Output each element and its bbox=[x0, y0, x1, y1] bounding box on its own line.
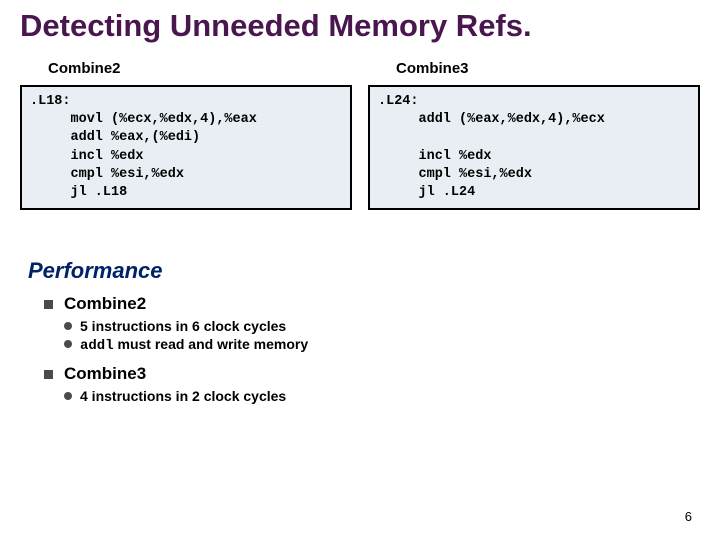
code-columns: Combine2 .L18: movl (%ecx,%edx,4),%eax a… bbox=[20, 60, 700, 210]
combine3-item-label: Combine3 bbox=[64, 364, 146, 383]
combine3-bullet-1: 4 instructions in 2 clock cycles bbox=[64, 388, 700, 404]
addl-inline-code: addl bbox=[80, 338, 114, 354]
combine2-bullet-2-rest: must read and write memory bbox=[114, 336, 309, 352]
combine3-sublist: 4 instructions in 2 clock cycles bbox=[64, 388, 700, 404]
combine2-sublist: 5 instructions in 6 clock cycles addl mu… bbox=[64, 318, 700, 354]
combine2-column: Combine2 .L18: movl (%ecx,%edx,4),%eax a… bbox=[20, 60, 352, 210]
combine3-item: Combine3 bbox=[44, 364, 700, 384]
page-number: 6 bbox=[685, 509, 692, 524]
combine2-item-label: Combine2 bbox=[64, 294, 146, 313]
combine2-bullet-2: addl must read and write memory bbox=[64, 336, 700, 354]
performance-heading: Performance bbox=[28, 258, 700, 284]
combine3-header: Combine3 bbox=[396, 60, 700, 77]
slide-title: Detecting Unneeded Memory Refs. bbox=[20, 8, 700, 44]
performance-list: Combine2 bbox=[44, 294, 700, 314]
combine3-column: Combine3 .L24: addl (%eax,%edx,4),%ecx i… bbox=[368, 60, 700, 210]
combine3-list: Combine3 bbox=[44, 364, 700, 384]
combine2-bullet-1: 5 instructions in 6 clock cycles bbox=[64, 318, 700, 334]
combine2-header: Combine2 bbox=[48, 60, 352, 77]
combine2-codebox: .L18: movl (%ecx,%edx,4),%eax addl %eax,… bbox=[20, 85, 352, 210]
slide: Detecting Unneeded Memory Refs. Combine2… bbox=[0, 0, 720, 404]
combine2-item: Combine2 bbox=[44, 294, 700, 314]
combine3-codebox: .L24: addl (%eax,%edx,4),%ecx incl %edx … bbox=[368, 85, 700, 210]
